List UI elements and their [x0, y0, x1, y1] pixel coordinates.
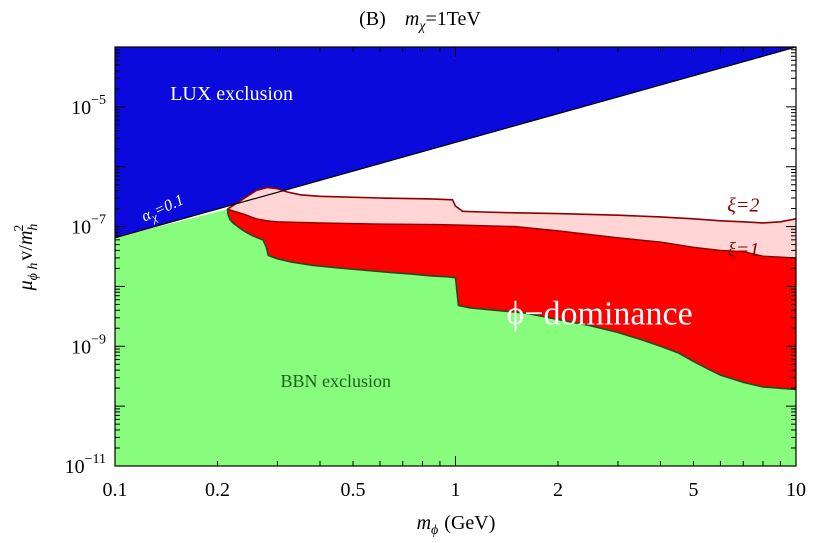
x-axis-label: mϕ (GeV) [417, 512, 496, 538]
x-tick-label: 10 [786, 479, 806, 501]
xlabel-var: m [417, 512, 431, 534]
y-tick-labels: 10−11 10−9 10−7 10−5 [65, 93, 106, 478]
y-tick-label: 10−11 [65, 452, 106, 478]
ylabel-mid: v/ [15, 245, 37, 261]
title-var: m [405, 8, 419, 30]
lux-exclusion-label: LUX exclusion [170, 83, 293, 105]
ylabel-sub: ϕ h [26, 263, 41, 281]
title-prefix: (B) [359, 8, 386, 30]
bbn-boundary-line [226, 209, 796, 391]
y-axis-label: μϕ h v/mh2 [12, 224, 41, 292]
x-tick-label: 1 [451, 479, 461, 501]
lux-boundary-line [115, 47, 796, 239]
x-tick-label: 0.2 [205, 479, 230, 501]
y-tick-label: 10−7 [71, 213, 106, 239]
xi2-label: ξ=2 [727, 194, 759, 216]
xlabel-unit: (GeV) [444, 512, 495, 534]
chart-title: (B) mχ=1TeV [359, 8, 481, 34]
x-tick-label: 5 [688, 479, 698, 501]
x-tick-label: 2 [553, 479, 563, 501]
ylabel-sup: 2 [12, 225, 27, 232]
xi1-contour [227, 208, 796, 259]
x-tick-label: 0.5 [340, 479, 365, 501]
lux-exclusion-region [115, 47, 796, 238]
ylabel-m: m [15, 231, 37, 245]
x-tick-label: 0.1 [103, 479, 128, 501]
title-sub: χ [417, 19, 426, 34]
y-tick-label: 10−5 [71, 93, 106, 119]
title-suffix: =1TeV [425, 8, 481, 30]
ylabel-mu: μ [15, 280, 37, 291]
y-tick-label: 10−9 [71, 332, 106, 358]
x-tick-labels: 0.1 0.2 0.5 1 2 5 10 [103, 479, 807, 501]
bbn-exclusion-region [115, 209, 796, 466]
phi-dominance-label: ϕ−dominance [506, 296, 692, 333]
xi1-label: ξ=1 [727, 239, 759, 261]
bbn-exclusion-label: BBN exclusion [281, 371, 392, 391]
plot-frame [114, 46, 797, 467]
xlabel-sub: ϕ [431, 523, 438, 538]
ylabel-hsub: h [26, 224, 41, 231]
